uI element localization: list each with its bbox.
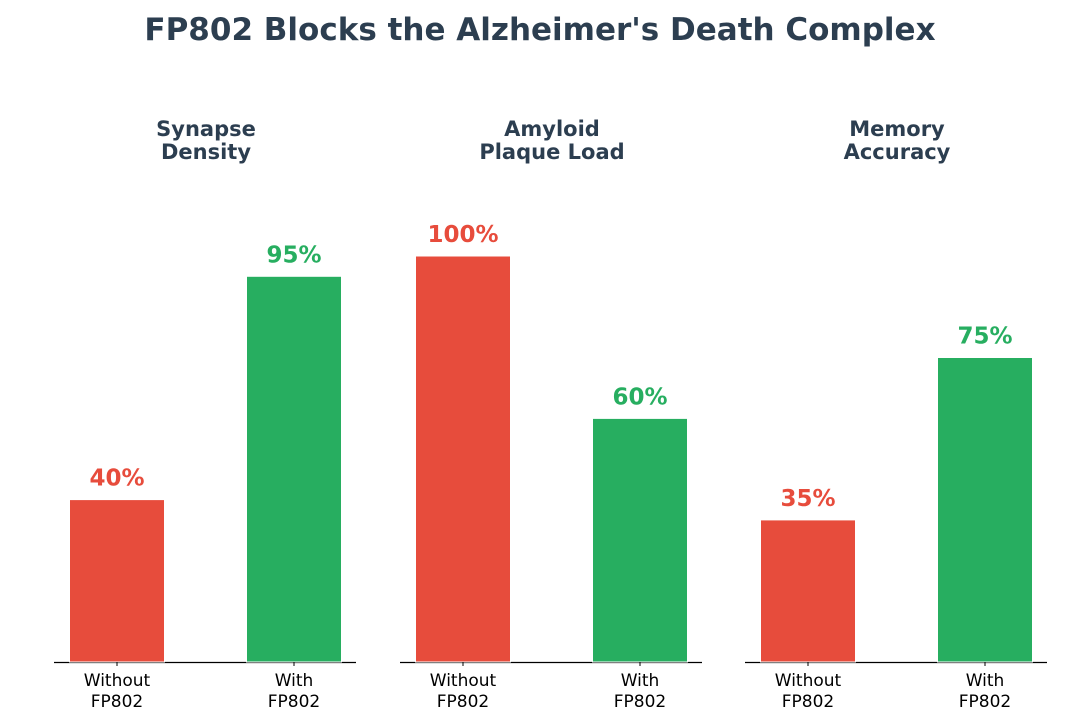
- x-tick-label: Without FP802: [775, 671, 842, 712]
- data-label: 75%: [957, 324, 1012, 350]
- panel-1: Synapse Density 40% Without FP802 95% With FP80…: [54, 117, 356, 712]
- x-tick-label: With FP802: [268, 671, 320, 712]
- bar: [69, 499, 165, 663]
- data-label: 100%: [427, 222, 498, 248]
- data-label: 60%: [612, 384, 667, 410]
- data-label: 35%: [780, 486, 835, 512]
- bar: [937, 357, 1033, 663]
- bar: [246, 275, 342, 663]
- x-tick-label: With FP802: [614, 671, 666, 712]
- chart-title: FP802 Blocks the Alzheimer's Death Compl…: [144, 12, 936, 48]
- bar: [760, 519, 856, 663]
- data-label: 40%: [89, 466, 144, 492]
- x-tick-label: Without FP802: [430, 671, 497, 712]
- bar: [415, 255, 511, 663]
- panel-title: Memory Accuracy: [844, 117, 951, 164]
- data-label: 95%: [266, 242, 321, 268]
- x-tick-label: Without FP802: [84, 671, 151, 712]
- panel-3: Memory Accuracy 35% Without FP802 75% With FP80…: [745, 117, 1047, 712]
- panel-title: Amyloid Plaque Load: [479, 117, 624, 164]
- panel-2: Amyloid Plaque Load 100% Without FP802 60% Wit…: [400, 117, 702, 712]
- x-tick-label: With FP802: [959, 671, 1011, 712]
- bar: [592, 417, 688, 663]
- panel-title: Synapse Density: [156, 117, 256, 164]
